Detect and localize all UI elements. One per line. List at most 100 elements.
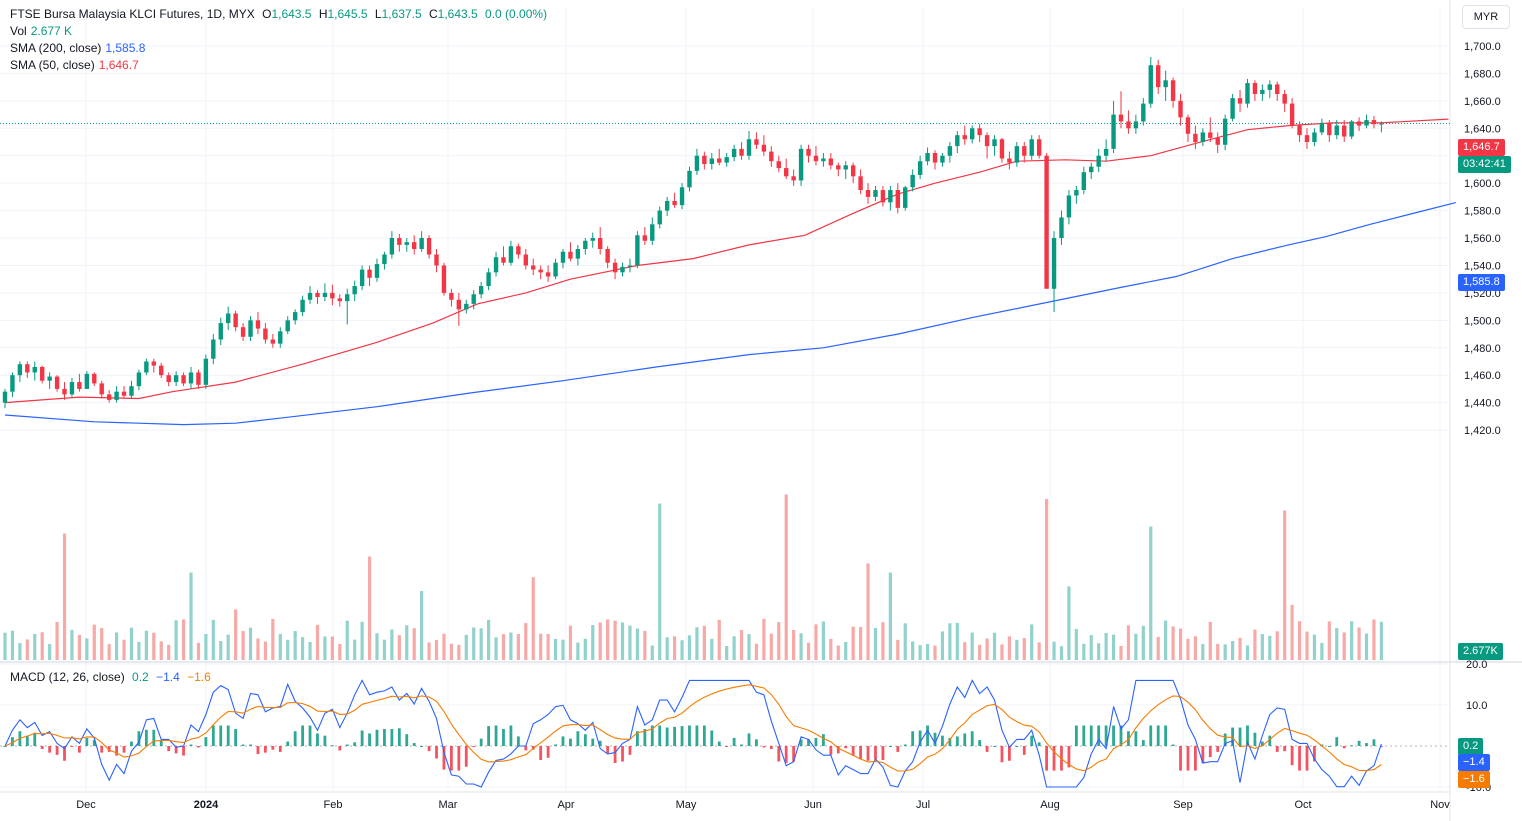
macd-hist-bar: [539, 746, 543, 761]
volume-bar: [1030, 624, 1034, 660]
candle-body: [731, 148, 737, 158]
candle-body: [226, 313, 231, 324]
candle-body: [739, 148, 744, 156]
candle-body: [828, 158, 834, 166]
macd-hist-bar: [1149, 725, 1153, 746]
candle-body: [873, 190, 878, 197]
volume-bar: [531, 577, 535, 660]
low-value: 1,637.5: [381, 7, 422, 21]
macd-hist-bar: [1045, 746, 1048, 771]
volume-bar: [1186, 638, 1190, 660]
candle-body: [843, 165, 848, 170]
volume-bar: [553, 638, 558, 660]
symbol-title[interactable]: FTSE Bursa Malaysia KLCI Futures, 1D, MY…: [10, 7, 255, 21]
macd-hist-bar: [435, 746, 438, 759]
macd-hist-bar: [717, 741, 721, 746]
price-tick-label: 1,460.0: [1464, 370, 1501, 382]
candle-body: [278, 331, 283, 344]
macd-hist-bar: [353, 742, 357, 746]
candle-body: [1371, 120, 1377, 125]
candle-body: [218, 323, 223, 340]
candle-body: [166, 375, 171, 383]
currency-button[interactable]: MYR: [1462, 5, 1510, 29]
volume-bar: [1045, 499, 1049, 660]
volume-bar: [896, 639, 900, 660]
volume-bar: [40, 632, 44, 660]
candle-body: [612, 262, 618, 273]
candle-body: [1267, 84, 1272, 90]
candle-body: [159, 365, 164, 376]
macd-hist-bar: [1380, 746, 1383, 748]
volume-bar: [806, 642, 811, 660]
candle-body: [687, 170, 692, 188]
volume-bars: [3, 494, 1383, 660]
close-label: C: [428, 7, 438, 21]
volume-bar: [1350, 621, 1354, 660]
macd-hist-bar: [345, 744, 349, 746]
candle-body: [962, 135, 967, 140]
volume-bar: [576, 642, 580, 660]
macd-hist-bar: [970, 731, 974, 746]
volume-bar: [397, 635, 401, 660]
volume-bar: [353, 639, 357, 660]
price-tick-label: 1,480.0: [1464, 343, 1501, 355]
volume-bar: [129, 627, 134, 660]
candle-body: [598, 238, 603, 250]
sma50-price-tag: 1,646.7: [1458, 139, 1505, 156]
volume-bar: [427, 642, 431, 660]
volume-bar: [658, 503, 662, 660]
candle-body: [1260, 89, 1265, 95]
macd-hist-bar: [1141, 740, 1145, 746]
time-tick-label: Feb: [324, 799, 343, 811]
volume-bar: [263, 641, 267, 660]
volume-bar: [464, 634, 468, 660]
macd-hist-bar: [851, 746, 855, 756]
candle-body: [568, 251, 573, 259]
macd-hist-bar: [375, 729, 379, 746]
volume-bar: [3, 632, 7, 660]
macd-hist-bar: [301, 725, 304, 746]
candle-body: [583, 240, 588, 250]
candle-body: [694, 155, 700, 171]
macd-signal-tag: −1.6: [1458, 771, 1490, 788]
volume-bar: [903, 623, 907, 660]
candle-body: [2, 391, 8, 403]
legend-macd[interactable]: MACD (12, 26, close) 0.2 −1.4 −1.6: [10, 669, 215, 686]
candle-body: [769, 151, 774, 162]
candle-body: [999, 139, 1005, 159]
legend-sma200[interactable]: SMA (200, close) 1,585.8: [10, 40, 149, 57]
candle-body: [1215, 137, 1220, 145]
volume-bar: [286, 639, 290, 660]
volume-bar: [970, 632, 974, 660]
volume-bar: [978, 644, 982, 660]
candle-body: [642, 235, 648, 241]
macd-hist-bar: [1260, 741, 1264, 746]
candle-body: [292, 312, 298, 321]
price-axis-labels[interactable]: 1,420.01,440.01,460.01,480.01,500.01,520…: [1464, 41, 1501, 437]
candle-body: [285, 320, 290, 332]
legend-volume[interactable]: Vol 2.677 K: [10, 23, 76, 40]
volume-bar: [948, 623, 952, 660]
volume-bar: [457, 644, 461, 660]
macd-hist-bar: [702, 725, 706, 746]
macd-hist-bar: [1372, 739, 1376, 746]
legend-sma50[interactable]: SMA (50, close) 1,646.7: [10, 57, 143, 74]
candle-body: [77, 382, 82, 389]
volume-bar: [412, 628, 416, 660]
volume-bar: [1126, 625, 1131, 660]
time-axis-labels[interactable]: Dec 2024 Feb Mar Apr May Jun Jul Aug Sep Oct Nov: [76, 799, 1450, 811]
macd-hist-bar: [442, 746, 446, 770]
volume-bar: [516, 634, 520, 660]
candle-body: [367, 269, 372, 278]
candle-body: [40, 366, 45, 381]
macd-hist-bar: [1208, 746, 1212, 758]
volume-bar: [1238, 637, 1242, 660]
macd-hist-bar: [286, 741, 290, 746]
macd-hist-bar: [1171, 744, 1175, 746]
volume-bar: [1357, 627, 1361, 660]
macd-hist-bar: [1156, 725, 1160, 746]
macd-hist-bar: [688, 725, 691, 746]
candle-body: [1230, 98, 1235, 119]
volume-bar: [10, 630, 15, 660]
